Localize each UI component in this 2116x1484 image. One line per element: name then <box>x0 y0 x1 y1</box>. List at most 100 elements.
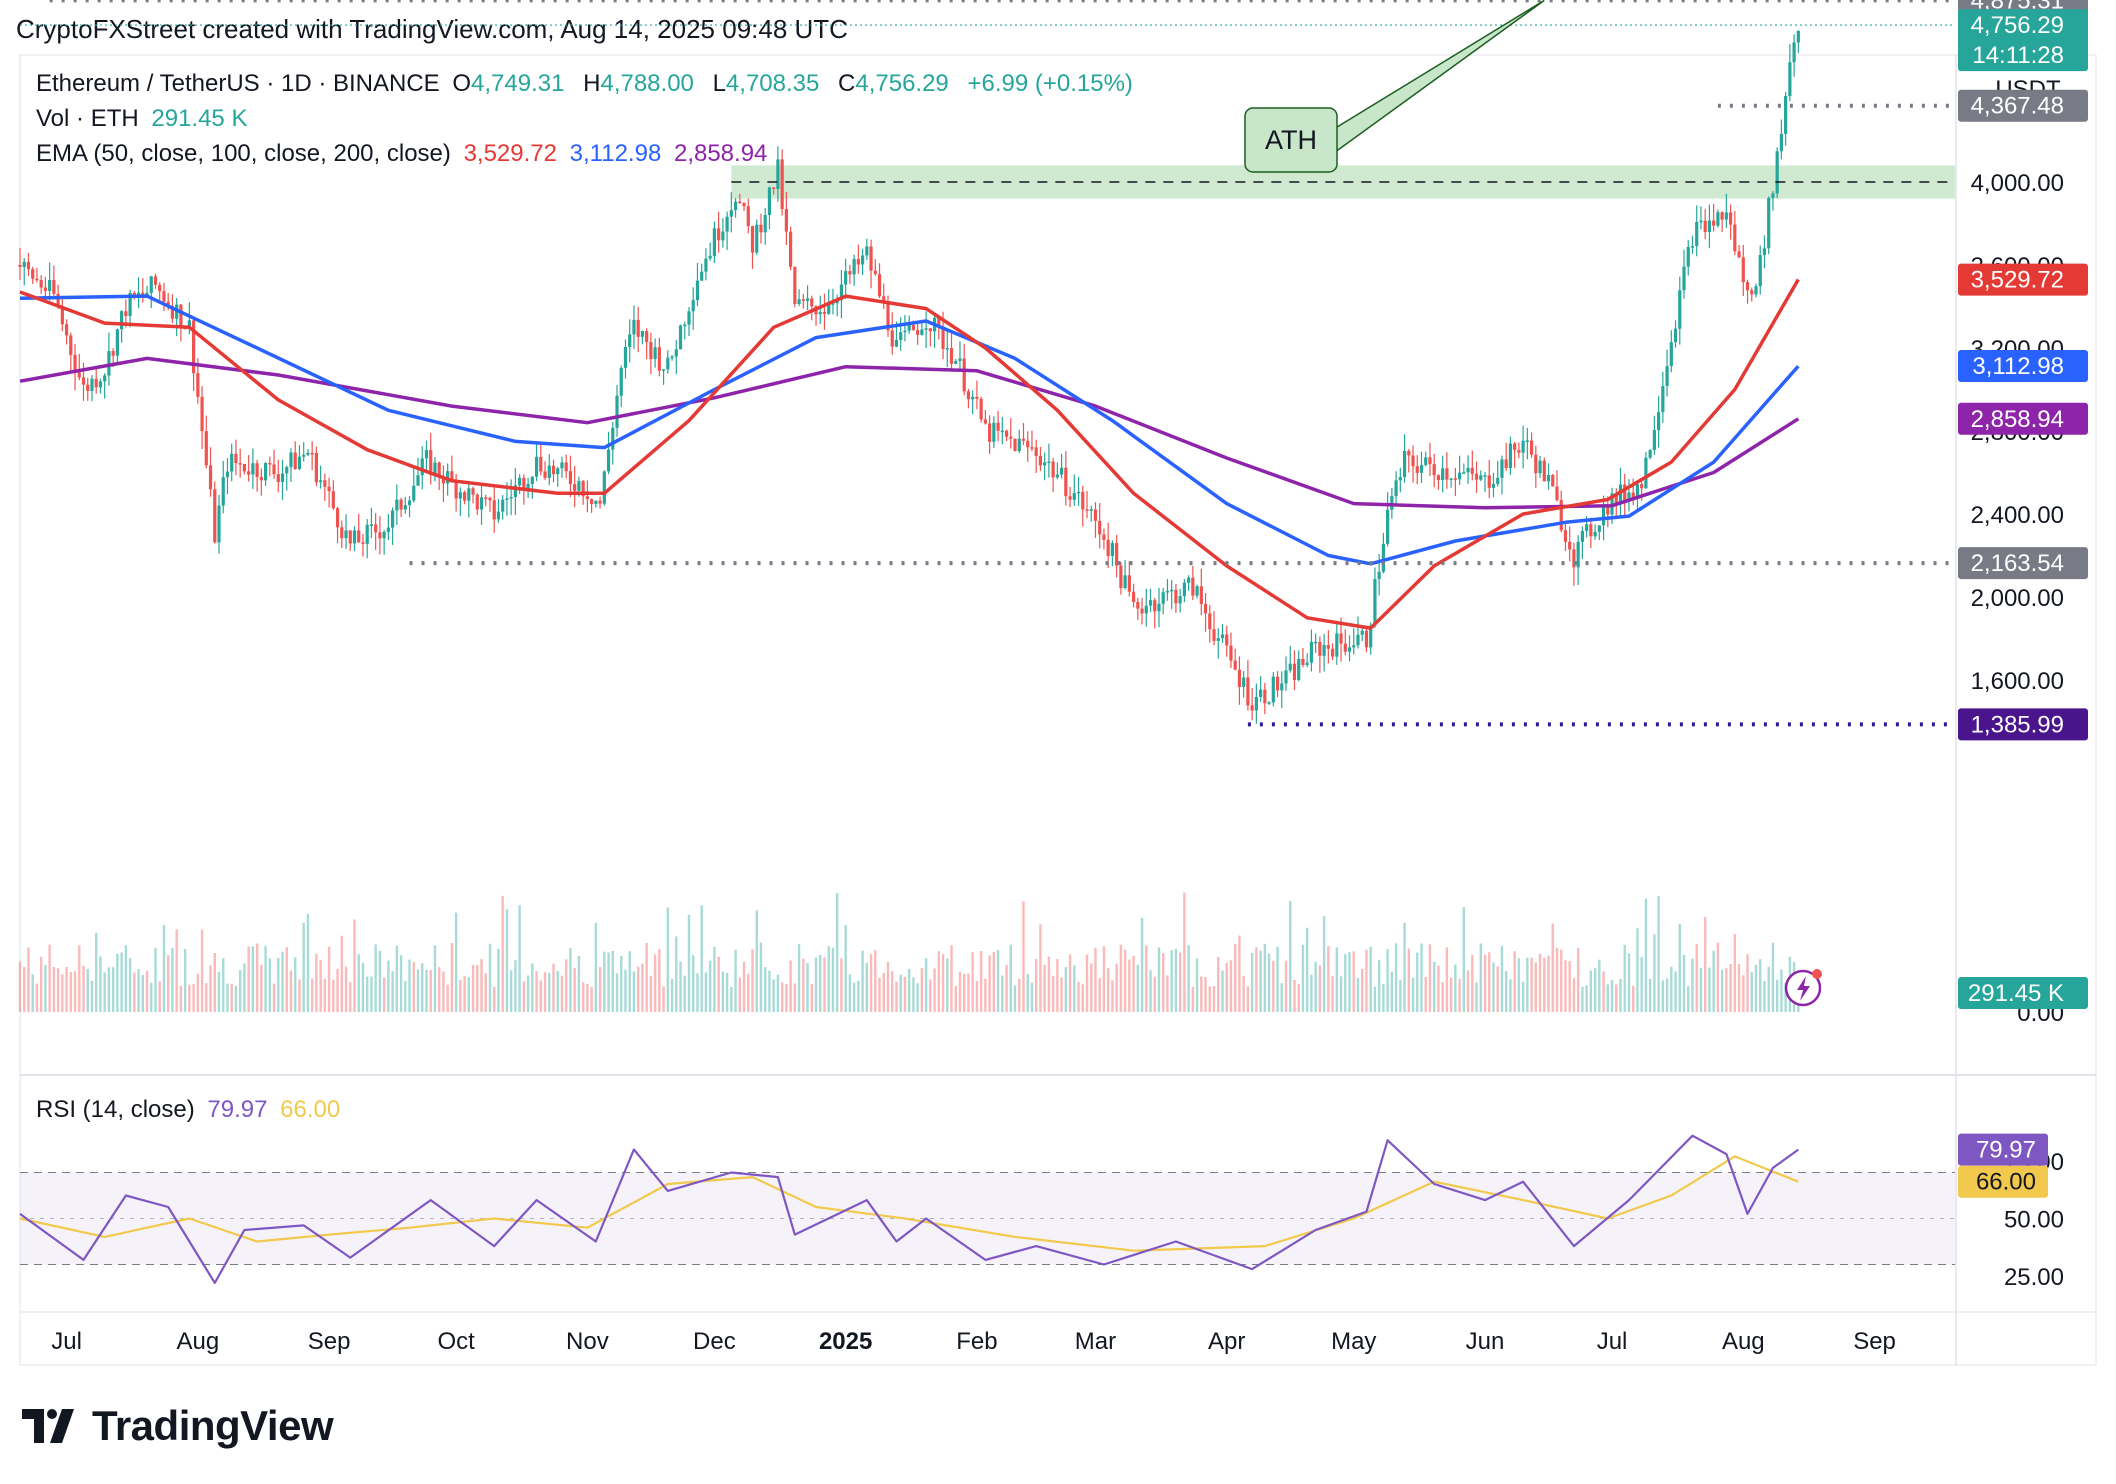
volume-bar <box>247 946 250 1012</box>
tradingview-logo[interactable]: TradingView <box>22 1402 334 1450</box>
volume-bar <box>1585 985 1588 1012</box>
candle-body <box>335 508 340 528</box>
candle-body <box>200 396 204 432</box>
candle <box>1030 430 1034 452</box>
candle <box>94 366 98 394</box>
candle <box>551 459 556 483</box>
volume-bar <box>1297 984 1300 1012</box>
candle <box>289 448 293 482</box>
candle <box>746 198 750 234</box>
volume-bar <box>1394 943 1398 1012</box>
candle <box>1428 442 1432 477</box>
volume-bar <box>891 971 894 1012</box>
volume-bar <box>1695 943 1698 1012</box>
candle <box>1432 453 1436 488</box>
candle <box>35 267 39 283</box>
candle <box>801 293 805 309</box>
volume-bar <box>1691 958 1694 1012</box>
candle <box>945 329 949 367</box>
volume-bar <box>349 982 352 1012</box>
candle <box>1305 653 1309 668</box>
candle-body <box>928 328 932 332</box>
candle <box>789 226 793 271</box>
candle <box>1716 209 1720 228</box>
candle-body <box>1144 605 1148 614</box>
symbol-label: Ethereum / TetherUS · 1D · BINANCE <box>36 70 440 97</box>
volume-bar <box>1386 949 1389 1012</box>
candle <box>1724 193 1728 228</box>
candle <box>721 218 725 248</box>
volume-bar <box>1145 945 1148 1012</box>
candle-body <box>327 486 331 492</box>
candle-body <box>1212 629 1216 641</box>
candle-body <box>48 279 52 291</box>
candle-body <box>966 391 971 400</box>
volume-bar <box>912 977 915 1012</box>
candle-body <box>1597 525 1601 532</box>
ema50-value: 3,529.72 <box>463 140 557 167</box>
candle-body <box>725 216 729 232</box>
volume-bar <box>412 961 415 1012</box>
volume-bar <box>535 971 538 1012</box>
price-badge-bg <box>1958 402 2088 435</box>
volume-bar <box>179 986 183 1012</box>
candle-body <box>1458 472 1462 480</box>
candle-body <box>238 463 242 465</box>
volume-bar <box>255 943 259 1012</box>
candle-body <box>1225 634 1229 646</box>
candle-body <box>1157 603 1161 612</box>
candle-body <box>1026 440 1030 448</box>
candle-body <box>1047 461 1051 464</box>
volume-bar <box>230 983 233 1012</box>
volume-bar <box>950 945 953 1012</box>
candle-body <box>691 300 695 312</box>
volume-bar <box>1547 955 1550 1012</box>
candle <box>1191 566 1195 601</box>
candle <box>1415 455 1419 485</box>
volume-bar <box>1157 947 1161 1012</box>
volume-bar <box>116 953 119 1012</box>
volume-bar <box>835 892 839 1012</box>
volume-bar <box>154 947 157 1012</box>
candle <box>1301 648 1305 668</box>
volume-bar <box>1780 969 1783 1012</box>
volume-bar <box>819 954 822 1012</box>
candle <box>1085 490 1089 519</box>
candle-body <box>907 325 911 331</box>
candle-body <box>1153 600 1157 612</box>
volume-bar <box>1272 960 1275 1012</box>
volume-bar <box>1250 953 1254 1012</box>
volume-bar <box>1403 922 1406 1012</box>
candle <box>204 415 208 469</box>
volume-bar <box>1488 952 1491 1012</box>
candle-body <box>1000 430 1004 433</box>
volume-bar <box>738 977 742 1012</box>
candle-body <box>361 542 365 544</box>
volume-bar <box>1568 961 1571 1012</box>
candle <box>1712 203 1716 232</box>
candle <box>1436 474 1441 490</box>
candle-body <box>1051 461 1055 478</box>
volume-bar <box>196 973 200 1012</box>
candle <box>1017 429 1021 454</box>
candle-body <box>314 452 318 483</box>
volume-bar <box>1530 957 1533 1012</box>
candle-body <box>623 346 628 368</box>
volume-bar <box>1500 945 1504 1012</box>
candle-body <box>848 271 852 275</box>
price-badge-bg <box>1958 89 2088 122</box>
candle <box>1318 636 1322 673</box>
candle <box>1500 455 1504 495</box>
candle-body <box>767 187 772 216</box>
candle-body <box>1309 641 1314 663</box>
volume-bar <box>1589 970 1593 1012</box>
candle <box>1335 624 1339 665</box>
volume-bar <box>1284 960 1288 1012</box>
candle-body <box>1445 468 1449 480</box>
candle <box>1424 451 1428 467</box>
volume-bar <box>1356 978 1360 1012</box>
volume-bar <box>1166 975 1169 1012</box>
candle <box>1784 91 1788 146</box>
candle-body <box>755 224 759 253</box>
